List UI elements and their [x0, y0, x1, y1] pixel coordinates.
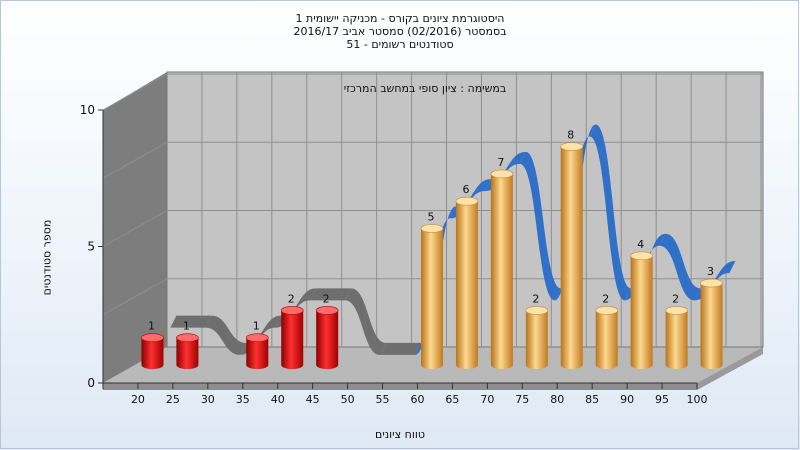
bar-body: [455, 201, 478, 369]
bar: 2: [280, 292, 304, 369]
x-tick-label: 45: [306, 393, 320, 406]
grid-wall-line: [102, 73, 168, 111]
bar-top: [245, 333, 269, 343]
x-tick-label: 55: [376, 393, 390, 406]
bar-top: [490, 169, 514, 179]
x-axis-title: טווח ציונים: [375, 428, 425, 441]
x-tick-label: 95: [655, 393, 669, 406]
x-tick-label: 50: [341, 393, 355, 406]
chart-inner-title: במשימה : ציון סופי במחשב המרכזי: [344, 82, 507, 95]
trend-curve-segment: [519, 151, 561, 301]
y-axis-title: מספר סטודנטים: [40, 219, 54, 296]
x-tick-label: 30: [201, 393, 215, 406]
bar-value-label: 3: [707, 265, 714, 278]
bar: 1: [141, 320, 164, 369]
bar-value-label: 1: [253, 320, 260, 333]
bar-body: [141, 337, 164, 369]
bar-top: [525, 306, 549, 315]
bar-top: [630, 251, 653, 261]
bar-top: [595, 306, 619, 315]
x-tick-label: 85: [585, 393, 599, 406]
bar-value-label: 2: [602, 292, 609, 305]
bar: 7: [490, 156, 514, 369]
bar-top: [420, 224, 444, 233]
bar: 1: [176, 320, 199, 369]
bar-body: [665, 310, 688, 369]
bar: 2: [525, 292, 549, 369]
bar-body: [316, 310, 339, 369]
bar-value-label: 8: [567, 129, 574, 142]
grid-wall-line: [102, 210, 168, 247]
y-tick-label: 0: [87, 376, 95, 390]
x-tick-label: 75: [515, 393, 529, 406]
bar-value-label: 6: [462, 183, 469, 196]
bar-body: [246, 337, 269, 369]
chart-title-line-3: סטודנטים רשומים - 51: [346, 38, 454, 51]
x-tick-label: 65: [445, 393, 459, 406]
trend-curve-segment: [380, 342, 421, 355]
trend-curve-segment: [345, 288, 387, 355]
bar-body: [595, 310, 618, 369]
bar-body: [700, 283, 723, 369]
bar-value-label: 2: [323, 292, 330, 305]
bar-body: [525, 310, 548, 369]
bar: 3: [700, 265, 723, 369]
bar-value-label: 1: [148, 320, 155, 333]
bar-value-label: 2: [288, 292, 295, 305]
bar: 2: [315, 292, 339, 369]
y-tick-label: 10: [80, 103, 95, 117]
x-tick-label: 20: [131, 393, 145, 406]
x-tick-label: 25: [166, 393, 180, 406]
x-tick-label: 35: [236, 393, 250, 406]
bar-top: [700, 278, 723, 288]
trend-curve-segment: [659, 233, 701, 301]
bar-top: [455, 196, 479, 206]
bar-body: [490, 173, 513, 369]
x-tick-label: 60: [410, 393, 424, 406]
bar-body: [630, 255, 653, 369]
bar-top: [315, 306, 339, 315]
trend-curve-segment: [589, 124, 631, 301]
grid-wall-line: [102, 278, 168, 316]
bar-body: [176, 337, 199, 369]
trend-curve-segment: [170, 315, 212, 328]
bar: 1: [245, 320, 269, 369]
x-tick-label: 100: [687, 393, 708, 406]
bar-body: [421, 228, 443, 369]
grid-wall-line: [102, 141, 168, 179]
trend-curve-segment: [205, 315, 247, 355]
bar: 5: [420, 211, 444, 369]
bar-value-label: 2: [532, 292, 539, 305]
floor-right-edge: [697, 347, 763, 390]
bar-body: [560, 146, 583, 369]
bar: 6: [455, 183, 479, 369]
bar-value-label: 7: [497, 156, 504, 169]
chart-title-line-1: היסטוגרמת ציונים בקורס - מכניקה יישומית …: [295, 12, 505, 25]
bar-value-label: 4: [637, 238, 644, 251]
bar-value-label: 5: [428, 211, 435, 224]
bar-top: [141, 333, 164, 343]
y-tick-label: 5: [87, 240, 95, 254]
x-tick-label: 40: [271, 393, 285, 406]
bar: 8: [560, 129, 584, 369]
bar-body: [281, 310, 304, 369]
x-tick-label: 80: [550, 393, 564, 406]
bar-value-label: 2: [672, 292, 679, 305]
bar-top: [280, 306, 304, 315]
bar-top: [560, 142, 584, 151]
bar: 2: [595, 292, 619, 369]
x-tick-label: 90: [620, 393, 634, 406]
chart-title-line-2: בסמסטר (02/2016) סמסטר אביב 2016/17: [293, 25, 507, 38]
bar: 4: [630, 238, 653, 369]
bar-value-label: 1: [183, 320, 190, 333]
bar: 2: [665, 292, 688, 369]
trend-curve-segment: [310, 288, 352, 301]
x-tick-label: 70: [480, 393, 494, 406]
floor-front-edge: [103, 383, 697, 390]
bar-top: [176, 333, 199, 343]
bar-top: [665, 306, 688, 315]
